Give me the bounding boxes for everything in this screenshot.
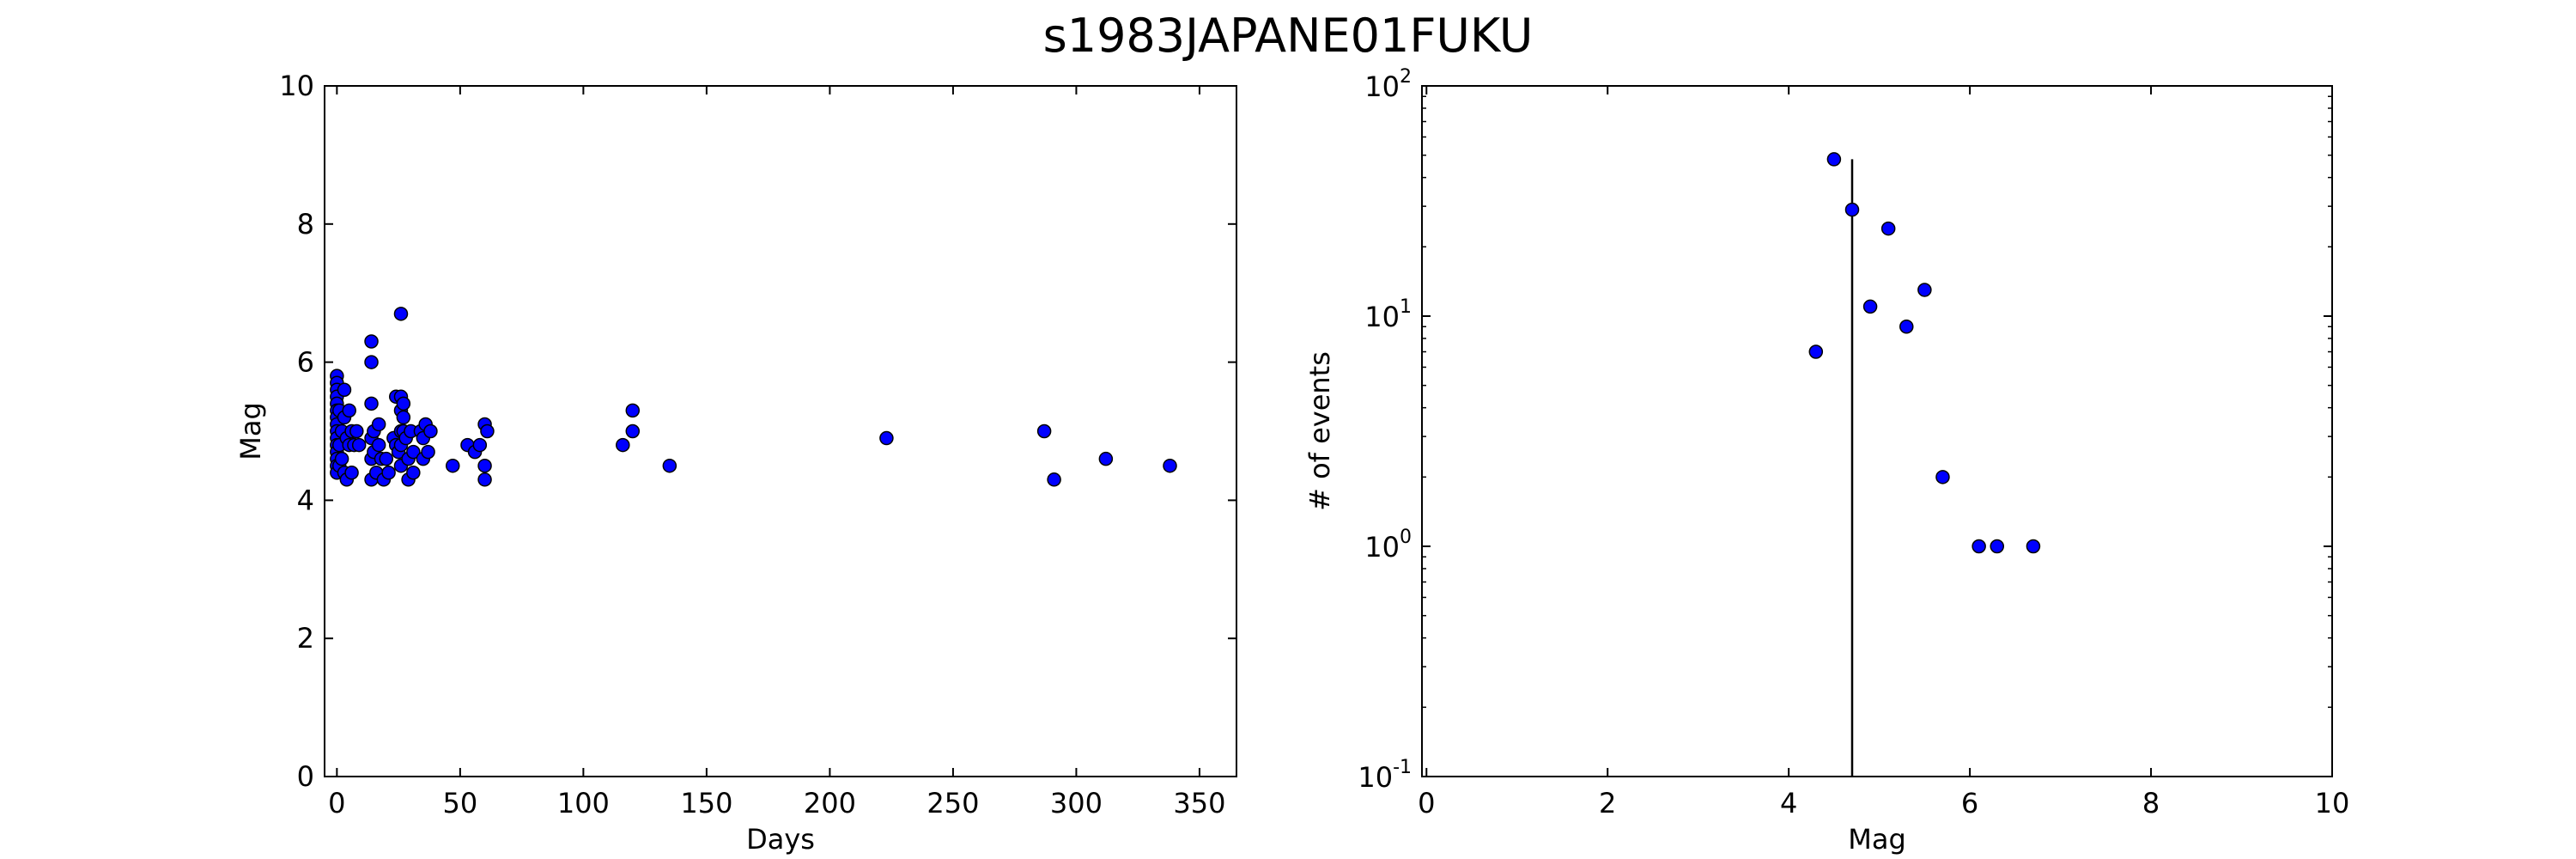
left-x-tick-label: 250 — [927, 787, 979, 819]
right-y-tick-label: 100 — [1364, 527, 1412, 564]
data-point — [1880, 221, 1896, 236]
event-count-points — [1808, 152, 2041, 777]
right-y-tick-label: 102 — [1364, 66, 1412, 103]
data-point — [1808, 344, 1824, 359]
data-point — [1826, 152, 1842, 167]
data-point — [616, 437, 630, 453]
left-y-tick-label: 6 — [297, 346, 314, 379]
magnitude-vs-days-points — [330, 307, 1177, 487]
left-plot-frame — [324, 85, 1237, 777]
data-point — [1047, 472, 1061, 487]
figure-title: s1983JAPANE01FUKU — [1043, 9, 1534, 63]
data-point — [371, 437, 386, 453]
data-point — [349, 423, 364, 439]
data-point — [625, 403, 641, 418]
data-point — [342, 403, 356, 418]
data-point — [446, 458, 460, 473]
data-point — [1098, 451, 1114, 466]
left-x-tick-label: 150 — [680, 787, 732, 819]
data-point — [1036, 423, 1052, 439]
left-x-axis-label: Days — [746, 823, 815, 856]
data-point — [1862, 299, 1878, 314]
magnitude-vs-days-plot: 0 50 100 150 200 250 300 350 0 2 4 6 8 10 Days Mag — [234, 70, 1237, 856]
left-y-tick-label: 4 — [297, 484, 314, 516]
data-point — [1917, 283, 1932, 297]
right-x-tick-label: 10 — [2315, 787, 2350, 819]
left-x-tick-label: 350 — [1173, 787, 1225, 819]
right-x-tick-label: 4 — [1780, 787, 1797, 819]
data-point — [477, 458, 492, 473]
right-x-axis-label: Mag — [1848, 823, 1906, 856]
data-point — [472, 437, 488, 453]
data-point — [371, 417, 386, 432]
data-point — [2026, 539, 2041, 554]
data-point — [364, 334, 379, 349]
data-point — [334, 451, 349, 466]
data-point — [423, 423, 438, 439]
data-point — [477, 472, 492, 487]
right-y-tick-label: 101 — [1364, 296, 1412, 333]
data-point — [625, 423, 641, 439]
data-point — [351, 437, 367, 453]
data-point — [364, 396, 379, 411]
data-point — [406, 444, 421, 460]
event-count-vs-magnitude-plot: 0 2 4 6 8 10 10-1 100 101 102 Mag # of events — [1303, 66, 2349, 856]
left-plot-ticks: 0 50 100 150 200 250 300 350 0 2 4 6 8 10 — [279, 70, 1236, 819]
left-y-axis-label: Mag — [234, 402, 267, 460]
data-point — [879, 430, 894, 446]
left-x-tick-label: 300 — [1050, 787, 1103, 819]
left-y-tick-label: 10 — [279, 70, 314, 102]
data-point — [364, 355, 379, 369]
data-point — [421, 444, 435, 460]
left-x-tick-label: 100 — [557, 787, 610, 819]
data-point — [344, 465, 359, 480]
left-x-tick-label: 50 — [443, 787, 478, 819]
right-x-tick-label: 0 — [1418, 787, 1435, 819]
right-x-tick-label: 8 — [2142, 787, 2160, 819]
right-y-tick-label: 10-1 — [1358, 757, 1412, 794]
data-point — [1844, 202, 1860, 217]
left-y-tick-label: 2 — [297, 622, 314, 655]
left-x-tick-label: 200 — [804, 787, 856, 819]
data-point — [393, 307, 409, 321]
right-plot-ticks: 0 2 4 6 8 10 10-1 100 101 102 — [1358, 66, 2349, 819]
data-point — [1163, 458, 1177, 473]
data-point — [396, 396, 411, 411]
data-point — [406, 465, 421, 480]
data-point — [381, 465, 396, 480]
data-point — [480, 423, 495, 439]
left-y-tick-label: 0 — [297, 760, 314, 793]
data-point — [396, 410, 411, 425]
right-plot-frame — [1421, 85, 2333, 777]
data-point — [379, 451, 394, 466]
data-point — [1971, 539, 1986, 554]
data-point — [337, 382, 352, 398]
data-point — [1935, 470, 1950, 484]
left-y-tick-label: 8 — [297, 208, 314, 241]
data-point — [662, 458, 677, 473]
right-x-tick-label: 6 — [1961, 787, 1978, 819]
left-x-tick-label: 0 — [328, 787, 345, 819]
data-point — [1990, 539, 2005, 554]
data-point — [1899, 320, 1914, 334]
right-x-tick-label: 2 — [1599, 787, 1616, 819]
right-y-axis-label: # of events — [1303, 351, 1336, 511]
